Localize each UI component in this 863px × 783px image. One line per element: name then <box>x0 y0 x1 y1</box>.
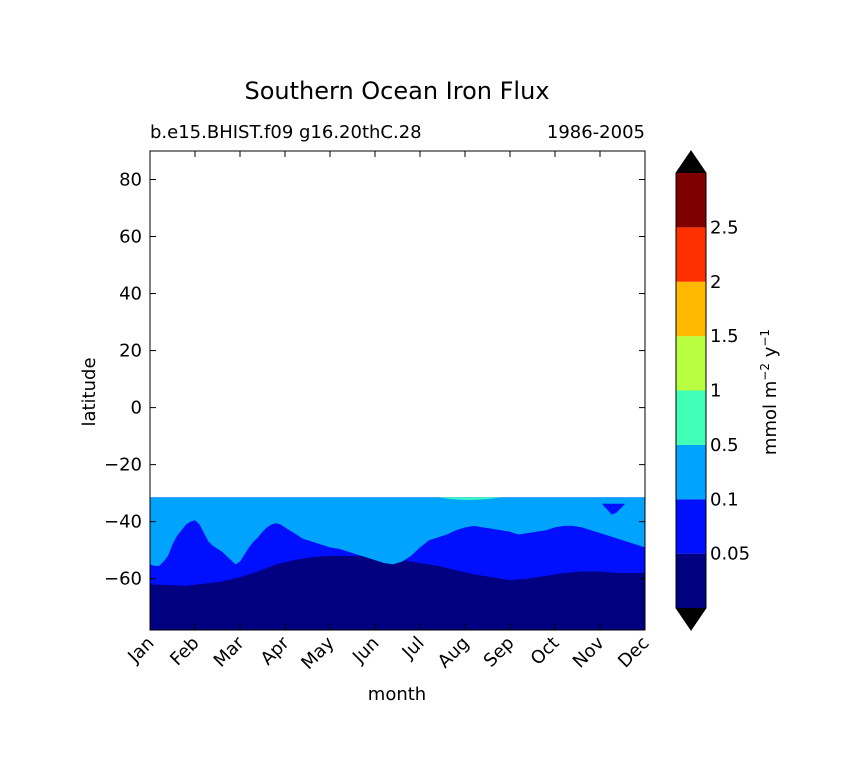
x-tick-label: Aug <box>434 633 474 673</box>
colorbar <box>675 150 707 631</box>
colorbar-segment <box>676 281 706 337</box>
y-tick-label: 40 <box>119 284 142 305</box>
x-tick-labels: Jan Feb Mar Apr May Jun Jul Aug Sep Oct Nov Dec <box>123 632 653 674</box>
x-tick-label: Jan <box>123 633 158 668</box>
chart-subtitle-right: 1986-2005 <box>547 122 645 143</box>
colorbar-tick-label: 0.05 <box>710 544 750 565</box>
x-tick-label: Dec <box>614 633 653 672</box>
y-tick-label: 20 <box>119 341 142 362</box>
x-tick-label: May <box>297 632 338 673</box>
colorbar-segment <box>676 499 706 554</box>
colorbar-label-main: mmol m <box>760 381 781 455</box>
colorbar-segment <box>676 390 706 445</box>
colorbar-label-mid: y <box>760 346 781 363</box>
x-tick-label: Sep <box>480 633 519 672</box>
y-tick-label: −20 <box>104 455 142 476</box>
colorbar-segment <box>676 553 706 608</box>
colorbar-over-triangle <box>676 151 706 173</box>
colorbar-segment <box>676 227 706 282</box>
axis-ticks <box>149 151 646 630</box>
colorbar-tick-label: 2.5 <box>710 217 739 238</box>
colorbar-label-exp2: −1 <box>758 329 772 347</box>
x-tick-label: Jun <box>348 633 383 668</box>
plot-frame <box>149 150 646 631</box>
y-tick-label: −40 <box>104 512 142 533</box>
colorbar-label-exp1: −2 <box>758 363 772 381</box>
y-tick-label: 80 <box>119 170 142 191</box>
colorbar-label: mmol m−2 y−1 <box>758 329 781 455</box>
colorbar-segment <box>676 336 706 391</box>
colorbar-segment <box>676 173 706 228</box>
y-tick-label: 60 <box>119 227 142 248</box>
colorbar-tick-label: 1.5 <box>710 326 739 347</box>
contour-fill-layer <box>150 497 645 630</box>
y-tick-label: 0 <box>131 398 142 419</box>
contour-patch-0.5-aug <box>438 497 501 500</box>
x-tick-label: Mar <box>210 632 249 671</box>
contour-patch-0.05-nov <box>601 503 626 515</box>
x-tick-label: Nov <box>569 632 609 672</box>
chart-title: Southern Ocean Iron Flux <box>244 77 549 105</box>
colorbar-segment <box>676 444 706 500</box>
colorbar-tick-label: 0.5 <box>710 435 739 456</box>
colorbar-outline <box>675 150 707 631</box>
x-tick-label: Jul <box>398 633 429 664</box>
colorbar-tick-label: 0.1 <box>710 489 739 510</box>
y-axis-label: latitude <box>79 357 100 426</box>
colorbar-tick-label: 1 <box>710 381 721 402</box>
contour-level-0.1 <box>150 497 645 566</box>
x-tick-label: Feb <box>166 633 203 670</box>
colorbar-under-triangle <box>676 608 706 630</box>
x-tick-label: Oct <box>527 633 564 670</box>
colorbar-tick-label: 2 <box>710 272 721 293</box>
y-tick-labels: 80 60 40 20 0 −20 −40 −60 <box>104 170 142 590</box>
colorbar-tick-labels: 0.05 0.1 0.5 1 1.5 2 2.5 <box>710 217 750 564</box>
chart-subtitle-left: b.e15.BHIST.f09 g16.20thC.28 <box>150 122 422 143</box>
y-tick-label: −60 <box>104 569 142 590</box>
x-axis-label: month <box>368 684 426 705</box>
x-tick-label: Apr <box>257 632 294 669</box>
